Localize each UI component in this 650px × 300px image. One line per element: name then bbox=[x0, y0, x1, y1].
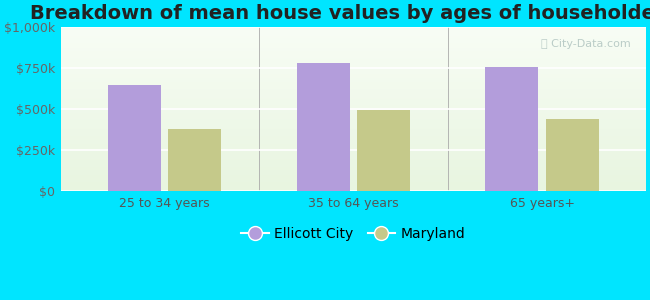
Bar bbox=[546, 119, 599, 191]
Legend: Ellicott City, Maryland: Ellicott City, Maryland bbox=[235, 221, 471, 246]
Text: ⓘ City-Data.com: ⓘ City-Data.com bbox=[541, 39, 631, 49]
Bar bbox=[297, 64, 350, 191]
Title: Breakdown of mean house values by ages of householders: Breakdown of mean house values by ages o… bbox=[31, 4, 650, 23]
Bar bbox=[357, 110, 410, 191]
Bar bbox=[108, 85, 161, 191]
Bar bbox=[486, 67, 538, 191]
Bar bbox=[168, 129, 221, 191]
